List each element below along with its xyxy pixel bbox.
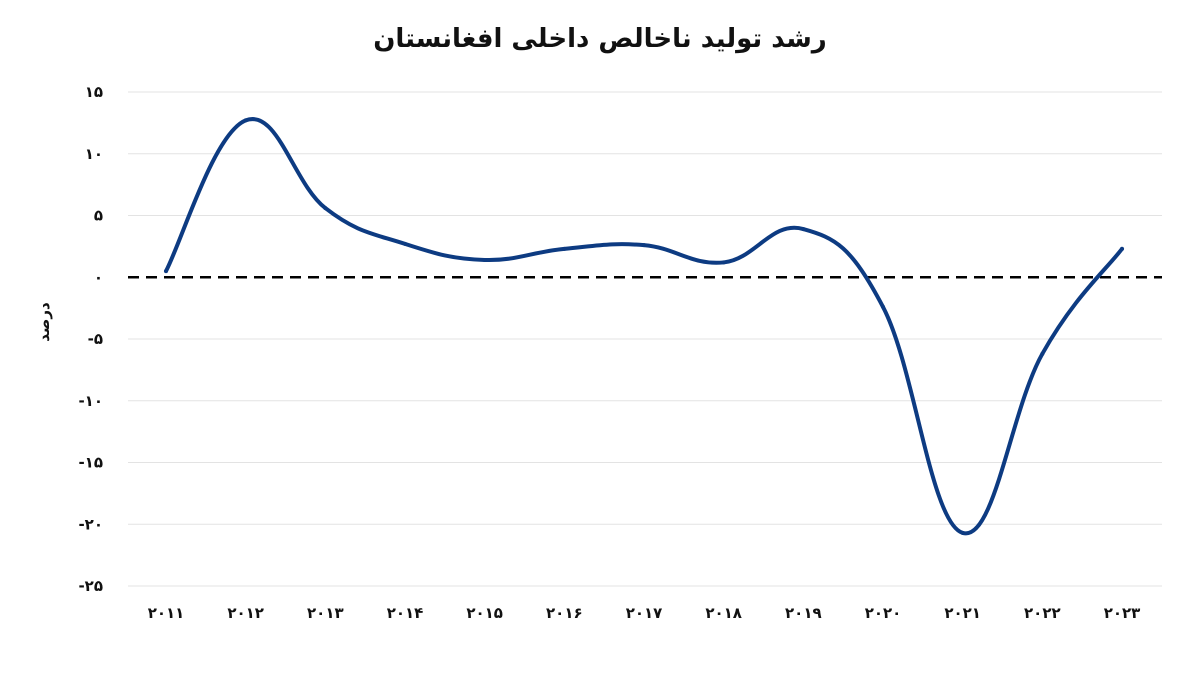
- series-group: [164, 117, 1124, 536]
- x-tick-label: ۲۰۲۱: [944, 604, 981, 622]
- x-tick-label: ۲۰۱۲: [227, 604, 264, 622]
- x-tick-label: ۲۰۱۳: [307, 604, 344, 622]
- data-point: [482, 257, 487, 262]
- y-tick-label: ۵: [94, 207, 103, 225]
- x-tick-label: ۲۰۱۵: [466, 604, 503, 622]
- y-tick-label: -۲۰: [78, 515, 103, 533]
- x-tick-label: ۲۰۱۷: [626, 604, 663, 622]
- y-tick-label: -۲۵: [78, 577, 103, 595]
- gridlines: [128, 91, 1162, 587]
- x-tick-label: ۲۰۱۱: [148, 604, 185, 622]
- y-tick-label: -۵: [88, 330, 103, 348]
- data-point: [1120, 246, 1124, 251]
- x-tick-label: ۲۰۱۶: [546, 604, 583, 622]
- data-point: [164, 269, 168, 274]
- x-tick-label: ۲۰۲۳: [1104, 604, 1141, 622]
- y-tick-label: ۱۰: [85, 145, 103, 163]
- data-point: [562, 246, 567, 251]
- data-point: [721, 260, 726, 265]
- series-line: [164, 117, 1124, 536]
- y-tick-label: -۱۵: [78, 454, 103, 472]
- y-tick-label: ۱۵: [85, 83, 103, 101]
- data-point: [881, 304, 885, 309]
- data-point: [801, 227, 806, 232]
- x-tick-label: ۲۰۱۸: [705, 604, 742, 622]
- data-point: [960, 530, 965, 535]
- x-tick-label: ۲۰۲۰: [865, 604, 902, 622]
- y-tick-label: -۱۰: [78, 392, 103, 410]
- data-point: [403, 241, 407, 246]
- chart-title: رشد تولید ناخالص داخلی افغانستان: [373, 24, 827, 54]
- x-tick-label: ۲۰۱۴: [387, 604, 424, 622]
- x-tick-label: ۲۰۲۲: [1024, 604, 1061, 622]
- data-point: [323, 206, 328, 211]
- x-tick-label: ۲۰۱۹: [785, 604, 822, 622]
- y-tick-label: ۰: [94, 268, 103, 286]
- x-tick-labels: ۲۰۱۱ ۲۰۱۲ ۲۰۱۳ ۲۰۱۴ ۲۰۱۵ ۲۰۱۶ ۲۰۱۷ ۲۰۱۸ ۲۰۱۹ ۲۰۲۰…: [148, 604, 1141, 622]
- data-point: [1040, 351, 1045, 356]
- data-point: [642, 243, 646, 248]
- data-point: [243, 118, 248, 123]
- y-tick-labels: ۱۵ ۱۰ ۵ ۰ -۵ -۱۰ -۱۵ -۲۰ -۲۵: [78, 83, 103, 595]
